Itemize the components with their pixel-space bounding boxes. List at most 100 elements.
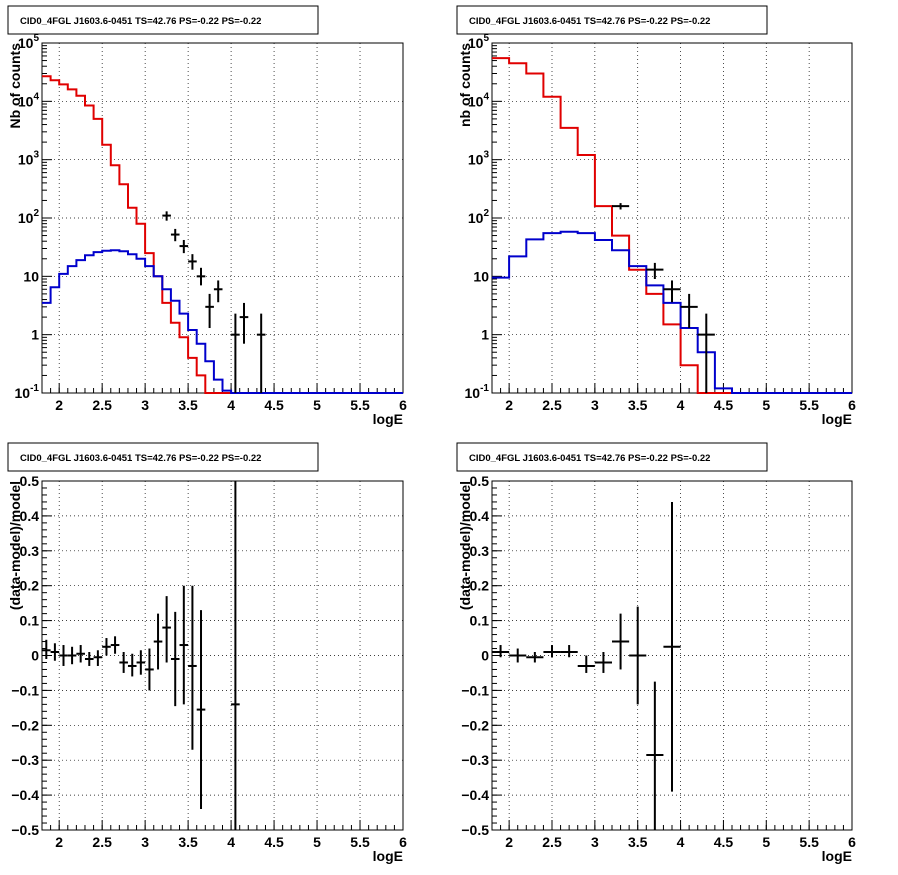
x-axis-label: logE [822,848,852,864]
y-tick-label: −0.2 [461,717,489,733]
y-tick-label: 10 [473,268,489,284]
x-tick-label: 4.5 [714,834,734,850]
data-point [612,613,630,670]
chart-title: CID0_4FGL J1603.6-0451 TS=42.76 PS=-0.22… [469,453,710,464]
data-point [179,585,189,705]
x-tick-label: 2 [55,834,63,850]
data-point [42,639,51,659]
data-point [170,611,180,707]
data-point [239,302,249,344]
x-tick-label: 5.5 [350,834,370,850]
data-point [612,203,630,210]
x-tick-label: 4 [677,834,685,850]
x-tick-label: 5.5 [350,397,370,413]
y-tick-label: 104 [468,91,490,109]
y-tick-label: −0.4 [461,787,489,803]
data-point [84,652,94,666]
x-tick-label: 4.5 [714,397,734,413]
x-tick-label: 5 [762,834,770,850]
y-tick-label: 0.5 [470,473,490,489]
x-tick-label: 2 [55,397,63,413]
y-axis-label: (data-model)/model [7,481,23,610]
x-tick-label: 2 [505,834,513,850]
x-tick-label: 5.5 [799,397,819,413]
x-tick-label: 4.5 [264,397,284,413]
y-tick-label: −0.1 [461,682,489,698]
y-tick-label: 102 [468,208,490,226]
chart-title: CID0_4FGL J1603.6-0451 TS=42.76 PS=-0.22… [20,453,261,464]
title-box [456,442,768,472]
data-point [93,650,103,666]
data-point [145,648,154,691]
y-tick-label: 10-1 [465,383,490,401]
y-tick-label: −0.3 [11,752,39,768]
x-tick-label: 5 [313,397,321,413]
chart-title: CID0_4FGL J1603.6-0451 TS=42.76 PS=-0.22… [20,16,261,27]
y-tick-label: 0.2 [470,578,490,594]
data-point [213,280,223,303]
y-tick-label: 0.4 [470,508,490,524]
data-point [526,652,544,663]
data-point [188,254,197,270]
chart-bottom-left: 2 2.5 3 3.5 4 4.5 5 5.5 6 −0.5 −0.4 −0.3 −0.2 −0.1 0 0.… [7,442,407,864]
y-tick-label: −0.1 [11,682,39,698]
y-tick-label: 105 [18,33,40,51]
y-tick-label: 1 [481,327,489,343]
data-point [256,313,266,393]
data-point [102,638,111,656]
y-tick-label: −0.4 [11,787,39,803]
y-axis-label: (data-model)/model [457,481,473,610]
data-point [646,262,664,280]
data-point [119,652,128,673]
y-axis-label: Nb of counts [7,43,23,129]
x-tick-label: 4 [227,834,235,850]
x-tick-label: 6 [399,834,407,850]
y-tick-label: −0.2 [11,717,39,733]
x-axis-label: logE [373,411,403,427]
data-point [646,681,664,830]
y-tick-label: 0.3 [20,543,40,559]
y-tick-label: 103 [468,150,490,168]
y-tick-label: 0.1 [470,613,490,629]
data-point [509,648,527,663]
x-tick-label: 6 [848,397,856,413]
model-source-series [42,249,403,394]
y-tick-label: 103 [18,150,40,168]
data-point [196,610,206,810]
data-point [663,501,681,792]
data-point [153,613,163,670]
chart-title: CID0_4FGL J1603.6-0451 TS=42.76 PS=-0.22… [469,16,710,27]
title-box [7,442,319,472]
y-tick-label: 0 [481,648,489,664]
data-point [127,653,137,677]
x-tick-label: 4 [227,397,235,413]
x-tick-label: 3.5 [178,397,198,413]
y-tick-label: 0.1 [20,613,40,629]
x-tick-label: 2.5 [92,834,112,850]
data-point [162,211,171,221]
x-tick-label: 2.5 [542,397,562,413]
x-tick-label: 5 [313,834,321,850]
y-tick-label: 0.5 [20,473,40,489]
y-tick-label: 0.4 [20,508,40,524]
x-tick-label: 2 [505,397,513,413]
y-tick-label: 10-1 [15,383,40,401]
data-point [594,652,612,673]
data-point [136,650,146,675]
y-tick-label: 10 [23,268,39,284]
x-tick-label: 4 [677,397,685,413]
y-tick-label: 0.3 [470,543,490,559]
data-point [560,645,578,658]
y-tick-label: 105 [468,33,490,51]
y-axis-label: nb of counts [457,43,473,127]
y-tick-label: 0.2 [20,578,40,594]
data-point [492,645,510,658]
y-tick-label: 104 [18,91,40,109]
data-point [577,655,595,673]
title-box [456,5,768,35]
y-tick-label: 1 [31,327,39,343]
x-tick-label: 2.5 [542,834,562,850]
data-point [179,239,189,254]
y-tick-label: −0.5 [461,822,489,838]
